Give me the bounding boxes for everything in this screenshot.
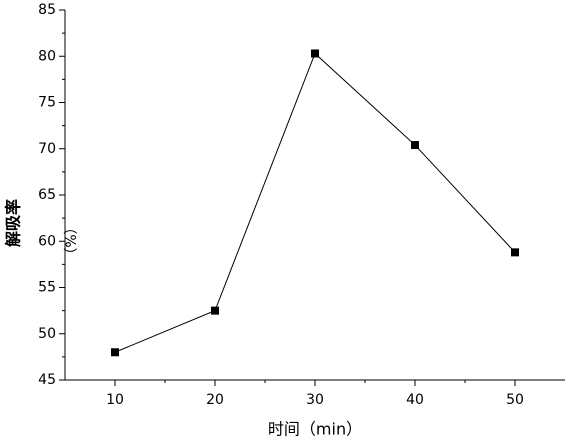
x-tick-label: 40 (406, 392, 424, 408)
y-axis-unit: （%） (64, 220, 80, 261)
y-tick-label: 85 (38, 2, 56, 18)
x-tick-label: 10 (106, 392, 124, 408)
data-point (511, 248, 519, 257)
y-tick-label: 80 (38, 48, 56, 64)
data-point (211, 306, 219, 315)
y-tick-label: 75 (38, 95, 56, 111)
x-tick-label: 30 (306, 392, 324, 408)
y-tick-label: 60 (38, 233, 56, 249)
x-axis-label: 时间（min） (268, 420, 362, 439)
data-point (311, 49, 319, 58)
x-tick-label: 20 (206, 392, 224, 408)
data-line (114, 52, 516, 353)
y-axis-label: 解吸率 (4, 199, 23, 247)
y-tick-label: 55 (38, 280, 56, 296)
y-tick-label: 50 (38, 326, 56, 342)
data-point (411, 141, 419, 150)
x-tick-label: 50 (506, 392, 524, 408)
y-tick-label: 65 (38, 187, 56, 203)
y-tick-label: 45 (38, 372, 56, 388)
data-point (111, 348, 119, 357)
y-tick-label: 70 (38, 141, 56, 157)
